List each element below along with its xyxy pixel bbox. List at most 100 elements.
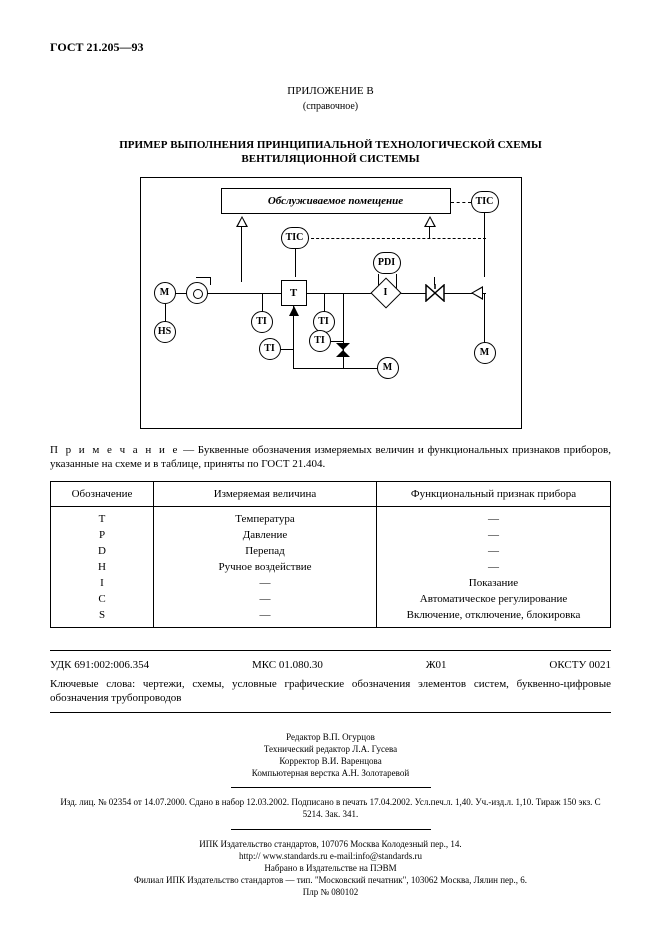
cell: Показание xyxy=(377,575,611,591)
line xyxy=(429,226,431,238)
publisher-line: Набрано в Издательстве на ПЭВМ xyxy=(50,862,611,874)
divider xyxy=(50,712,611,713)
cell: — xyxy=(377,507,611,528)
line xyxy=(281,349,293,351)
room-label: Обслуживаемое помещение xyxy=(268,195,403,207)
appendix-sub: (справочное) xyxy=(50,101,611,112)
table-row: P Давление — xyxy=(51,527,611,543)
table-body: T Температура — P Давление — D Перепад —… xyxy=(51,507,611,628)
cell: I xyxy=(51,575,154,591)
section-title: ПРИМЕР ВЫПОЛНЕНИЯ ПРИНЦИПИАЛЬНОЙ ТЕХНОЛО… xyxy=(50,138,611,167)
layout: Компьютерная верстка А.Н. Золотаревой xyxy=(50,767,611,779)
control-valve-icon xyxy=(425,284,445,302)
thin-divider xyxy=(231,829,431,830)
m-chip: M xyxy=(377,357,399,379)
cell: H xyxy=(51,559,154,575)
imprint: Изд. лиц. № 02354 от 14.07.2000. Сдано в… xyxy=(50,796,611,820)
line xyxy=(293,368,388,370)
plr: Плр № 080102 xyxy=(50,886,611,898)
title-line2: ВЕНТИЛЯЦИОННОЙ СИСТЕМЫ xyxy=(241,153,419,165)
note: П р и м е ч а н и е — Буквенные обозначе… xyxy=(50,443,611,472)
hs-chip: HS xyxy=(154,321,176,343)
cell: — xyxy=(154,575,377,591)
credits-editors: Редактор В.П. Огурцов Технический редакт… xyxy=(50,731,611,780)
line xyxy=(434,277,436,285)
classification-row: УДК 691:002:006.354 МКС 01.080.30 Ж01 ОК… xyxy=(50,659,611,671)
designations-table: Обозначение Измеряемая величина Функцион… xyxy=(50,481,611,628)
table-row: H Ручное воздействие — xyxy=(51,559,611,575)
editor: Редактор В.П. Огурцов xyxy=(50,731,611,743)
line xyxy=(295,249,297,277)
filter-label: I xyxy=(371,278,401,308)
valve-icon xyxy=(336,343,350,357)
line xyxy=(293,306,295,368)
t-box: T xyxy=(281,280,307,306)
appendix-label: ПРИЛОЖЕНИЕ В xyxy=(50,85,611,97)
cell: Автоматическое регулирование xyxy=(377,591,611,607)
udk: УДК 691:002:006.354 xyxy=(50,659,149,671)
cell: S xyxy=(51,607,154,628)
table-row: S — Включение, отключение, блокировка xyxy=(51,607,611,628)
cell: Перепад xyxy=(154,543,377,559)
cell: D xyxy=(51,543,154,559)
table-row: T Температура — xyxy=(51,507,611,528)
diagram-frame: Обслуживаемое помещение TIC TIC M HS xyxy=(140,177,522,429)
table-row: C — Автоматическое регулирование xyxy=(51,591,611,607)
cell: Включение, отключение, блокировка xyxy=(377,607,611,628)
col-header: Функциональный признак прибора xyxy=(377,482,611,507)
line xyxy=(262,294,264,312)
pdi-chip: PDI xyxy=(373,252,401,274)
ti-chip: TI xyxy=(259,338,281,360)
cell: Давление xyxy=(154,527,377,543)
room-box: Обслуживаемое помещение xyxy=(221,188,451,214)
title-line1: ПРИМЕР ВЫПОЛНЕНИЯ ПРИНЦИПИАЛЬНОЙ ТЕХНОЛО… xyxy=(119,139,542,151)
okstu: ОКСТУ 0021 xyxy=(549,659,611,671)
cell: — xyxy=(154,607,377,628)
diagram-container: Обслуживаемое помещение TIC TIC M HS xyxy=(50,177,611,429)
dashed-line xyxy=(306,238,486,239)
code: Ж01 xyxy=(426,659,447,671)
ti-chip: TI xyxy=(309,330,331,352)
cell: — xyxy=(377,527,611,543)
cell: — xyxy=(377,559,611,575)
line xyxy=(324,294,326,312)
cell: T xyxy=(51,507,154,528)
doc-number: ГОСТ 21.205—93 xyxy=(50,40,611,55)
m-chip: M xyxy=(474,342,496,364)
note-prefix: П р и м е ч а н и е xyxy=(50,444,179,456)
line xyxy=(331,341,343,343)
dashed-line xyxy=(451,202,471,203)
intake-icon xyxy=(471,286,483,300)
mks: МКС 01.080.30 xyxy=(252,659,323,671)
corrector: Корректор В.И. Варенцова xyxy=(50,755,611,767)
i-label: I xyxy=(384,287,388,298)
col-header: Обозначение xyxy=(51,482,154,507)
cell: Температура xyxy=(154,507,377,528)
col-header: Измеряемая величина xyxy=(154,482,377,507)
ti-chip: TI xyxy=(251,311,273,333)
m-chip: M xyxy=(154,282,176,304)
table-header-row: Обозначение Измеряемая величина Функцион… xyxy=(51,482,611,507)
cell: — xyxy=(377,543,611,559)
credits: Редактор В.П. Огурцов Технический редакт… xyxy=(50,731,611,899)
tic-chip: TIC xyxy=(471,191,499,213)
publisher-line: ИПК Издательство стандартов, 107076 Моск… xyxy=(50,838,611,850)
cell: P xyxy=(51,527,154,543)
cell: C xyxy=(51,591,154,607)
branch-line: Филиал ИПК Издательство стандартов — тип… xyxy=(50,874,611,886)
tic-chip: TIC xyxy=(281,227,309,249)
cell: — xyxy=(154,591,377,607)
publisher: ИПК Издательство стандартов, 107076 Моск… xyxy=(50,838,611,899)
keywords: Ключевые слова: чертежи, схемы, условные… xyxy=(50,677,611,706)
fan-icon xyxy=(186,282,208,304)
divider xyxy=(50,650,611,651)
publisher-line: http:// www.standards.ru e-mail:info@sta… xyxy=(50,850,611,862)
line xyxy=(165,304,167,322)
line xyxy=(484,213,486,277)
table-row: I — Показание xyxy=(51,575,611,591)
table-row: D Перепад — xyxy=(51,543,611,559)
page: ГОСТ 21.205—93 ПРИЛОЖЕНИЕ В (справочное)… xyxy=(0,0,661,936)
tech-editor: Технический редактор Л.А. Гусева xyxy=(50,743,611,755)
thin-divider xyxy=(231,787,431,788)
ti-chip: TI xyxy=(313,311,335,333)
